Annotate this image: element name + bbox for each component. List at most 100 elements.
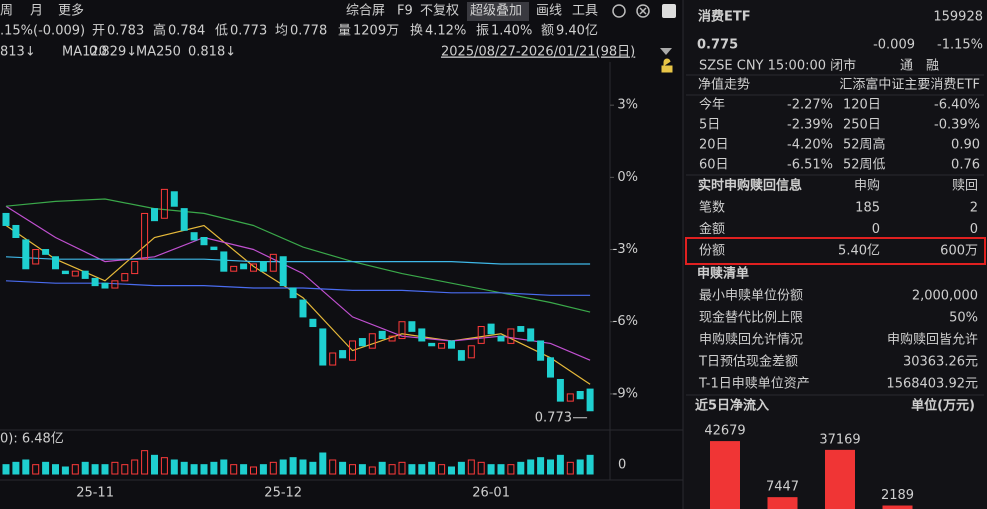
perf-value: -6.40% <box>934 98 980 113</box>
market-info: SZSE CNY 15:00:00 闭市 <box>699 58 856 74</box>
fund-code: 159928 <box>933 10 983 25</box>
volume-bar <box>151 454 158 475</box>
wp-icon[interactable] <box>662 4 676 18</box>
candle <box>101 282 109 289</box>
volume-bar <box>61 466 69 475</box>
quote-label: 均 <box>275 24 288 39</box>
candle <box>111 280 119 289</box>
candle <box>428 342 436 347</box>
column-header: 申购 <box>854 178 880 194</box>
last-price-label: 0.773 <box>535 410 572 425</box>
volume-bar <box>111 461 119 475</box>
y-tick-label: -9% <box>613 386 638 401</box>
change-pct: -1.15% <box>937 38 983 53</box>
row-value: 2 <box>970 201 978 216</box>
toolbar-tab[interactable]: 周 <box>0 4 13 19</box>
perf-value: -2.27% <box>787 98 833 113</box>
candle <box>408 321 416 332</box>
volume-bar <box>309 461 317 475</box>
volume-bar <box>358 464 366 475</box>
quote-label: 额 <box>541 24 554 39</box>
price: 0.775 <box>697 38 738 53</box>
quote-label: 开 <box>92 24 105 39</box>
candle <box>151 208 158 222</box>
close-icon[interactable] <box>636 4 650 18</box>
row-label: 现金替代比例上限 <box>699 310 803 326</box>
volume-bar <box>556 454 564 475</box>
perf-value: -4.20% <box>787 138 833 153</box>
x-tick-label: 25-12 <box>264 486 302 501</box>
bar-label: 37169 <box>819 432 860 447</box>
toolbar-tab[interactable]: 月 <box>30 4 43 19</box>
candle <box>32 249 40 265</box>
candle <box>329 352 337 366</box>
volume-bar <box>467 459 475 475</box>
volume-bar <box>418 464 426 475</box>
toolbar-button[interactable]: 画线 <box>536 4 562 19</box>
quote-label: 换 <box>410 24 423 39</box>
nav-label[interactable]: 净值走势 <box>698 77 750 93</box>
fund-name: 消费ETF <box>698 9 751 25</box>
row-value: 185 <box>855 201 880 216</box>
y-tick-label: -6% <box>613 314 638 329</box>
candle <box>566 393 574 402</box>
row-label: 申购赎回允许情况 <box>699 332 803 348</box>
perf-label: 5日 <box>699 118 720 133</box>
toolbar-button[interactable]: F9 <box>397 4 413 19</box>
quote-label: 高 <box>153 23 166 39</box>
candle <box>467 345 475 359</box>
volume-bar <box>230 464 238 475</box>
volume-bar <box>180 461 188 475</box>
candle <box>160 188 168 219</box>
toolbar-button[interactable]: 不复权 <box>420 3 459 19</box>
volume-bar <box>586 454 594 475</box>
volume-bar <box>378 461 386 475</box>
volume-bar <box>170 459 178 475</box>
quote-label: 振 <box>476 24 489 39</box>
quote-change: .15%(-0.009) <box>0 24 85 39</box>
quote-value: 9.40亿 <box>556 24 598 39</box>
row-label: 份额 <box>699 244 725 259</box>
candle <box>240 263 248 270</box>
candle <box>131 261 139 275</box>
volume-bar <box>339 461 347 475</box>
toolbar-button[interactable]: 超级叠加 <box>470 4 522 19</box>
column-header: 赎回 <box>952 179 978 194</box>
toolbar-tab[interactable]: 更多 <box>58 3 84 19</box>
toolbar-button[interactable]: 综合屏 <box>346 4 385 19</box>
candle <box>289 287 297 299</box>
candle <box>398 321 406 340</box>
volume-bar <box>497 464 505 475</box>
badge: 融 <box>926 59 939 74</box>
perf-label: 52周高 <box>843 137 886 153</box>
row-value: 50% <box>949 311 978 326</box>
candle <box>507 328 515 344</box>
settings-icon[interactable] <box>612 4 626 18</box>
volume-bar <box>448 466 455 475</box>
candle <box>141 212 149 260</box>
x-tick-label: 26-01 <box>472 486 510 501</box>
chart-unit: 单位(万元) <box>911 398 975 414</box>
dropdown-arrow[interactable] <box>660 48 672 55</box>
ma-legend-value: 0.818↓ <box>188 45 236 60</box>
volume-bar <box>566 461 574 475</box>
date-range[interactable]: 2025/08/27-2026/01/21(98日) <box>441 45 635 60</box>
volume-bar <box>279 459 287 475</box>
volume-bar <box>289 457 297 475</box>
candle <box>259 261 267 272</box>
candle <box>547 357 554 378</box>
volume-bar <box>101 464 109 475</box>
candle <box>170 191 178 207</box>
volume-bar <box>52 464 59 475</box>
volume-bar <box>477 461 485 475</box>
volume-bar <box>220 459 228 475</box>
perf-label: 250日 <box>843 118 881 133</box>
candle <box>517 326 525 332</box>
candle <box>309 318 317 328</box>
candle <box>497 335 505 342</box>
toolbar-button[interactable]: 工具 <box>572 4 598 19</box>
candle <box>299 299 307 318</box>
row-value: 30363.26元 <box>903 355 978 370</box>
candle <box>22 239 30 270</box>
candle <box>349 340 356 361</box>
